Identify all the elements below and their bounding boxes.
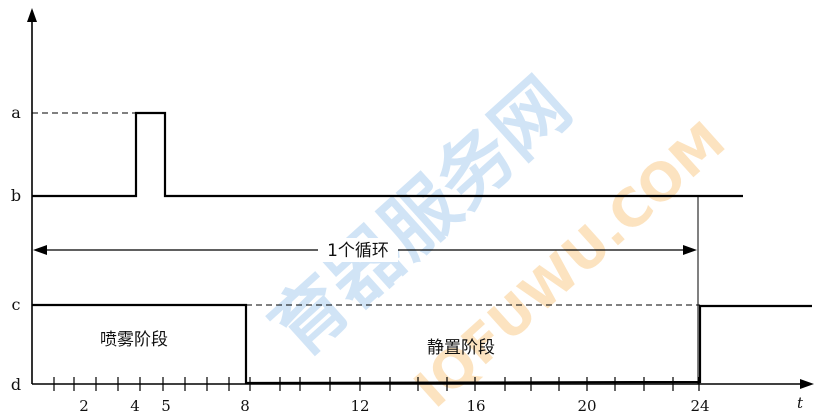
x-tick-label: 12 [350, 397, 369, 414]
watermark: 育器服务网 IQFUWU.COM [254, 62, 737, 414]
x-tick-label: 5 [161, 397, 171, 414]
bottom-phase-signal [32, 303, 812, 385]
top-pulse-signal [32, 111, 743, 198]
y-label-d: d [11, 375, 21, 394]
y-label-c: c [12, 295, 21, 314]
cycle-arrow-right-icon [683, 245, 697, 255]
spray-phase-label: 喷雾阶段 [100, 330, 168, 350]
x-tick-label: 8 [240, 397, 250, 414]
y-axis-arrow-icon [27, 8, 37, 22]
x-axis-arrow-icon [800, 379, 814, 389]
x-tick-label: 2 [79, 397, 89, 414]
cycle-label: 1个循环 [327, 241, 389, 261]
cycle-label-bg [318, 238, 398, 262]
x-tick-label: 20 [577, 397, 596, 414]
x-tick-label: 4 [130, 397, 140, 414]
x-tick-label: 16 [466, 397, 485, 414]
cycle-arrow-left-icon [33, 245, 47, 255]
y-label-a: a [11, 103, 21, 122]
x-axis-label: t [797, 394, 804, 412]
y-label-b: b [11, 186, 21, 205]
x-tick-label: 24 [690, 397, 709, 414]
rest-phase-label: 静置阶段 [427, 338, 495, 358]
